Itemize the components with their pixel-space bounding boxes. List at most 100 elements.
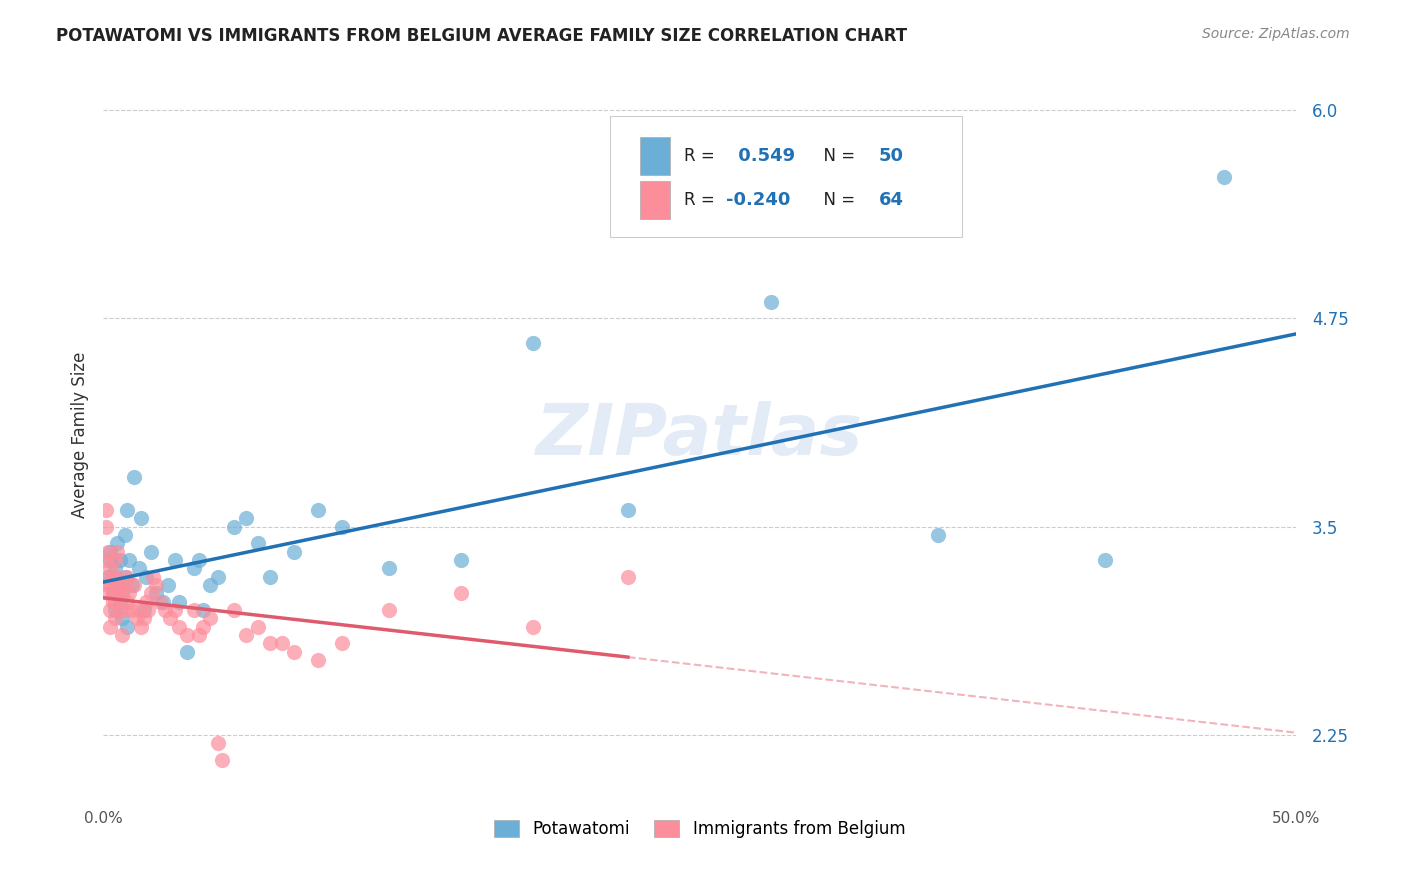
Point	[108, 553, 131, 567]
Point	[224, 603, 246, 617]
Point	[139, 586, 162, 600]
Point	[101, 594, 124, 608]
Point	[176, 628, 198, 642]
Point	[132, 611, 155, 625]
Point	[94, 519, 117, 533]
Point	[139, 544, 162, 558]
FancyBboxPatch shape	[610, 116, 962, 237]
Point	[145, 586, 167, 600]
Point	[107, 578, 129, 592]
Point	[125, 611, 148, 625]
Point	[176, 645, 198, 659]
Point	[114, 528, 136, 542]
Point	[94, 503, 117, 517]
Point	[1094, 553, 1116, 567]
Point	[107, 536, 129, 550]
Point	[330, 636, 353, 650]
Point	[193, 603, 215, 617]
Point	[97, 544, 120, 558]
Point	[101, 569, 124, 583]
Point	[97, 569, 120, 583]
Point	[200, 611, 222, 625]
Point	[104, 603, 127, 617]
Point	[450, 553, 472, 567]
Point	[108, 594, 131, 608]
Point	[235, 511, 257, 525]
Point	[522, 620, 544, 634]
Point	[271, 636, 294, 650]
Text: N =: N =	[813, 147, 860, 165]
Point	[156, 578, 179, 592]
Point	[145, 578, 167, 592]
Point	[114, 578, 136, 592]
Point	[153, 603, 176, 617]
Legend: Potawatomi, Immigrants from Belgium: Potawatomi, Immigrants from Belgium	[486, 813, 912, 845]
Point	[330, 519, 353, 533]
Point	[163, 553, 186, 567]
Point	[111, 586, 134, 600]
Point	[169, 594, 191, 608]
Point	[187, 628, 209, 642]
Point	[129, 511, 152, 525]
Point	[98, 544, 121, 558]
Bar	[640, 181, 669, 219]
Point	[107, 544, 129, 558]
Point	[183, 603, 205, 617]
Text: -0.240: -0.240	[725, 191, 790, 209]
Text: Source: ZipAtlas.com: Source: ZipAtlas.com	[1202, 27, 1350, 41]
Point	[122, 469, 145, 483]
Point	[111, 586, 134, 600]
Point	[135, 594, 157, 608]
Point	[1213, 169, 1236, 184]
Point	[115, 503, 138, 517]
Point	[104, 594, 127, 608]
Point	[211, 753, 233, 767]
Point	[193, 620, 215, 634]
Point	[927, 528, 949, 542]
Point	[98, 603, 121, 617]
Point	[98, 561, 121, 575]
Point	[307, 653, 329, 667]
Point	[101, 586, 124, 600]
Point	[283, 645, 305, 659]
Point	[114, 603, 136, 617]
Point	[107, 569, 129, 583]
Point	[128, 603, 150, 617]
Text: N =: N =	[813, 191, 860, 209]
Point	[142, 569, 165, 583]
Point	[98, 553, 121, 567]
Point	[104, 561, 127, 575]
Point	[122, 578, 145, 592]
Text: R =: R =	[683, 191, 720, 209]
Point	[135, 569, 157, 583]
Point	[115, 594, 138, 608]
Point	[307, 503, 329, 517]
Point	[129, 620, 152, 634]
Point	[128, 561, 150, 575]
Bar	[640, 136, 669, 175]
Point	[108, 603, 131, 617]
Point	[187, 553, 209, 567]
Point	[104, 611, 127, 625]
Point	[235, 628, 257, 642]
Point	[224, 519, 246, 533]
Point	[378, 561, 401, 575]
Point	[152, 594, 174, 608]
Point	[259, 569, 281, 583]
Text: R =: R =	[683, 147, 720, 165]
Point	[247, 620, 270, 634]
Point	[169, 620, 191, 634]
Point	[378, 603, 401, 617]
Point	[98, 620, 121, 634]
Point	[138, 603, 160, 617]
Point	[108, 578, 131, 592]
Point	[617, 503, 640, 517]
Point	[522, 336, 544, 351]
Point	[163, 603, 186, 617]
Point	[97, 578, 120, 592]
Point	[104, 553, 127, 567]
Point	[149, 594, 172, 608]
Point	[207, 736, 229, 750]
Text: POTAWATOMI VS IMMIGRANTS FROM BELGIUM AVERAGE FAMILY SIZE CORRELATION CHART: POTAWATOMI VS IMMIGRANTS FROM BELGIUM AV…	[56, 27, 907, 45]
Point	[94, 553, 117, 567]
